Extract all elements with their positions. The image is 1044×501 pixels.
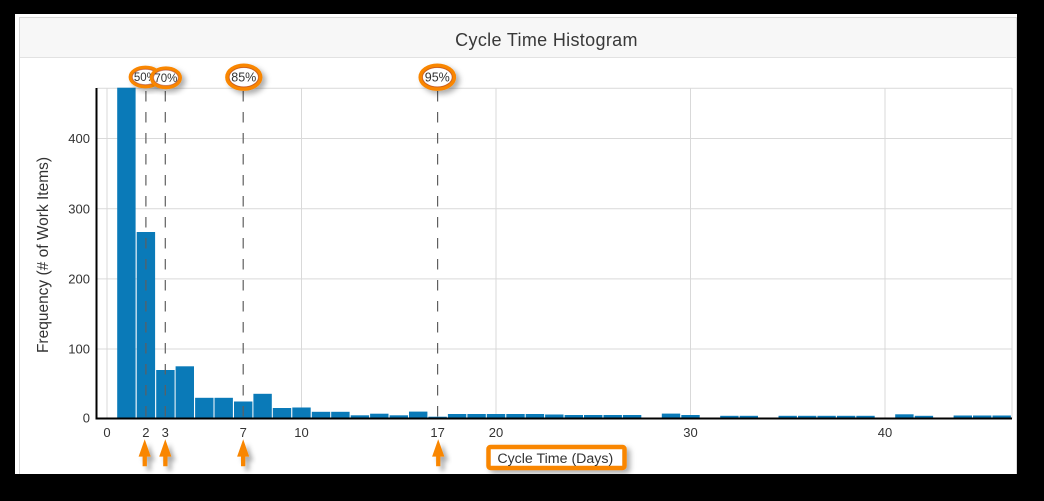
- svg-text:0: 0: [83, 411, 90, 426]
- svg-text:400: 400: [68, 131, 90, 146]
- svg-text:Cycle Time (Days): Cycle Time (Days): [497, 451, 613, 467]
- svg-text:0: 0: [103, 425, 110, 440]
- svg-text:30: 30: [683, 425, 697, 440]
- svg-text:200: 200: [68, 272, 90, 287]
- svg-text:70%: 70%: [154, 73, 177, 85]
- svg-text:17: 17: [430, 425, 444, 440]
- svg-text:20: 20: [489, 425, 503, 440]
- svg-text:300: 300: [68, 201, 90, 216]
- svg-text:100: 100: [68, 342, 90, 357]
- svg-text:95%: 95%: [425, 71, 450, 85]
- svg-text:85%: 85%: [231, 71, 256, 85]
- svg-text:40: 40: [878, 425, 892, 440]
- svg-text:2: 2: [142, 425, 149, 440]
- svg-text:3: 3: [162, 425, 169, 440]
- svg-text:Frequency (# of Work Items): Frequency (# of Work Items): [35, 157, 52, 353]
- svg-text:7: 7: [240, 425, 247, 440]
- svg-text:10: 10: [294, 425, 308, 440]
